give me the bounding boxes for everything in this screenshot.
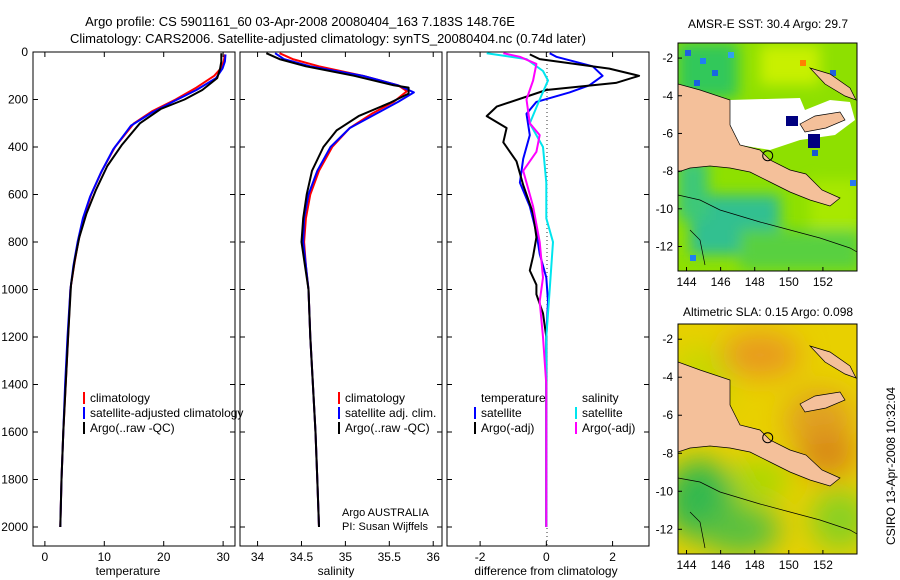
map-x-tick-label: 148 (745, 275, 765, 289)
x-tick-label: 35 (339, 550, 353, 564)
series-line-climatology (59, 54, 226, 528)
map-x-tick-label: 152 (813, 275, 833, 289)
credit-timestamp: CSIRO 13-Apr-2008 10:32:04 (884, 387, 898, 545)
map-y-tick-label: -12 (656, 522, 674, 536)
x-tick-label: 2 (609, 550, 616, 564)
x-tick-label: 0 (42, 550, 49, 564)
map-x-tick-label: 150 (779, 558, 799, 572)
map-x-tick-label: 146 (711, 275, 731, 289)
legend-label-satellite: satellite-adjusted climatology (90, 406, 243, 420)
map-x-tick-label: 144 (677, 558, 697, 572)
map-y-tick-label: -10 (656, 484, 674, 498)
map-y-tick-label: -6 (662, 408, 673, 422)
legend-label-temp-argo: Argo(-adj) (481, 421, 534, 435)
salinity-panel: 34 34.5 35 35.5 36 salinity climatology sate… (239, 51, 443, 578)
y-tick-label: 600 (8, 188, 28, 202)
sla-field (678, 324, 857, 554)
series-line-climatology (279, 52, 408, 528)
y-tick-label: 2000 (1, 520, 28, 534)
map-x-tick-label: 146 (711, 558, 731, 572)
legend-title-temperature: temperature (481, 391, 546, 405)
legend-label-climatology: climatology (90, 391, 150, 405)
temperature-xlabel: temperature (96, 564, 161, 578)
x-tick-label: 30 (216, 550, 230, 564)
series-line-temperature-argo-adj- (485, 53, 641, 527)
temperature-panel: 0 200 400 600 800 1000 1200 1400 1600 1800 2000 0 1… (1, 45, 243, 578)
map-y-tick-label: -4 (662, 370, 673, 384)
difference-legend: temperature satellite Argo(-adj) salinit… (474, 391, 635, 435)
x-tick-label: 34.5 (290, 550, 314, 564)
figure-title-line1: Argo profile: CS 5901161_60 03-Apr-2008 … (85, 14, 515, 29)
y-tick-label: 800 (8, 235, 28, 249)
map-y-tick-label: -12 (656, 240, 674, 254)
principal-investigator: PI: Susan Wijffels (342, 521, 428, 533)
difference-axes (446, 51, 650, 547)
float-owner: Argo AUSTRALIA (342, 507, 429, 519)
temperature-axes (32, 51, 236, 547)
y-tick-label: 0 (21, 45, 28, 59)
series-line-argo-raw-qc- (265, 52, 410, 528)
map-x-tick-label: 152 (813, 558, 833, 572)
sst-map-title: AMSR-E SST: 30.4 Argo: 29.7 (688, 17, 848, 31)
x-tick-label: -2 (475, 550, 486, 564)
y-tick-label: 1000 (1, 283, 28, 297)
legend-label-argo: Argo(..raw -QC) (345, 421, 430, 435)
map-x-tick-label: 148 (745, 558, 765, 572)
map-y-tick-label: -8 (662, 164, 673, 178)
argo-float-marker (762, 150, 774, 162)
salinity-xlabel: salinity (318, 564, 355, 578)
y-tick-label: 1400 (1, 378, 28, 392)
x-tick-label: 10 (98, 550, 112, 564)
difference-xlabel: difference from climatology (474, 564, 617, 578)
series-line-temperature-satellite (518, 52, 604, 527)
new-guinea-land (678, 83, 841, 207)
sla-map-title: Altimetric SLA: 0.15 Argo: 0.098 (683, 305, 853, 319)
sla-map-panel: Altimetric SLA: 0.15 Argo: 0.098 144 146 1… (656, 305, 858, 572)
series-line-argo-raw-qc- (59, 53, 223, 528)
legend-label-temp-satellite: satellite (481, 406, 522, 420)
map-x-tick-label: 150 (779, 275, 799, 289)
y-tick-label: 1600 (1, 425, 28, 439)
legend-label-satellite: satellite adj. clim. (345, 406, 436, 420)
sst-map-panel: AMSR-E SST: 30.4 Argo: 29.7 (656, 17, 858, 289)
sst-field (678, 43, 857, 271)
map-y-tick-label: -2 (662, 332, 673, 346)
map-y-tick-label: -4 (662, 89, 673, 103)
legend-label-argo: Argo(..raw -QC) (90, 421, 175, 435)
map-y-tick-label: -6 (662, 126, 673, 140)
x-tick-label: 0 (543, 550, 550, 564)
y-tick-label: 1800 (1, 473, 28, 487)
map-y-tick-label: -8 (662, 446, 673, 460)
legend-title-salinity: salinity (582, 391, 619, 405)
salinity-legend: climatology satellite adj. clim. Argo(..… (338, 391, 436, 435)
argo-float-marker (762, 432, 774, 444)
legend-label-sal-argo: Argo(-adj) (582, 421, 635, 435)
temperature-legend: climatology satellite-adjusted climatolo… (83, 391, 243, 435)
difference-panel: -2 0 2 difference from climatology tempera… (446, 51, 650, 578)
y-tick-label: 200 (8, 93, 28, 107)
figure-title-line2: Climatology: CARS2006. Satellite-adjuste… (70, 31, 586, 46)
x-tick-label: 35.5 (378, 550, 402, 564)
sst-map-frame (677, 42, 858, 272)
map-y-tick-label: -10 (656, 202, 674, 216)
x-tick-label: 20 (157, 550, 171, 564)
sla-map-frame (677, 323, 858, 555)
series-line-salinity-argo-adj- (503, 52, 548, 527)
series-line-satellite-adjusted-climatology (59, 54, 227, 528)
series-line-salinity-satellite (486, 52, 554, 527)
x-tick-label: 36 (427, 550, 441, 564)
map-y-tick-label: -2 (662, 51, 673, 65)
map-x-tick-label: 144 (677, 275, 697, 289)
salinity-axes (239, 51, 443, 547)
y-tick-label: 400 (8, 140, 28, 154)
legend-label-climatology: climatology (345, 391, 405, 405)
x-tick-label: 34 (251, 550, 265, 564)
legend-label-sal-satellite: satellite (582, 406, 623, 420)
y-tick-label: 1200 (1, 330, 28, 344)
